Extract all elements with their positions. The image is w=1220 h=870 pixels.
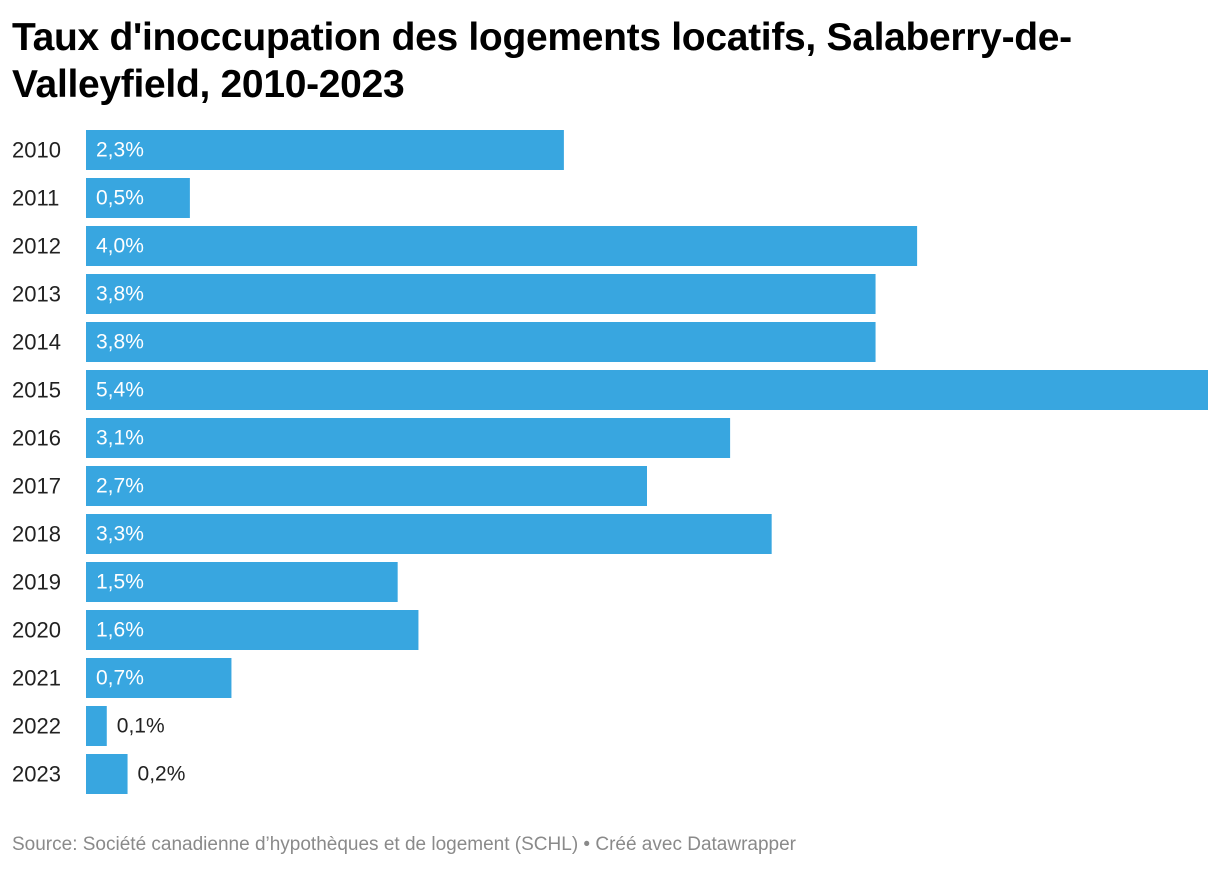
category-label-2012: 2012 (12, 234, 61, 259)
bar-2011 (86, 178, 190, 218)
category-label-2016: 2016 (12, 426, 61, 451)
category-label-2017: 2017 (12, 474, 61, 499)
value-label-2023: 0,2% (138, 763, 186, 786)
value-label-2020: 1,6% (96, 619, 144, 642)
value-label-2012: 4,0% (96, 235, 144, 258)
chart-title: Taux d'inoccupation des logements locati… (12, 16, 1072, 106)
bar-2022 (86, 706, 107, 746)
bar-2010 (86, 130, 564, 170)
category-label-2020: 2020 (12, 618, 61, 643)
category-label-2023: 2023 (12, 762, 61, 787)
category-label-2011: 2011 (12, 186, 59, 211)
value-label-2013: 3,8% (96, 283, 144, 306)
bar-2023 (86, 754, 128, 794)
bar-2012 (86, 226, 918, 266)
value-label-2011: 0,5% (96, 187, 144, 210)
bar-2018 (86, 514, 772, 554)
value-label-2016: 3,1% (96, 427, 144, 450)
value-label-2018: 3,3% (96, 523, 144, 546)
value-label-2021: 0,7% (96, 667, 144, 690)
value-label-2019: 1,5% (96, 571, 144, 594)
category-label-2014: 2014 (12, 330, 61, 355)
bar-2020 (86, 610, 419, 650)
source-note: Source: Société canadienne d’hypothèques… (12, 834, 797, 855)
value-label-2022: 0,1% (117, 715, 165, 738)
category-label-2010: 2010 (12, 138, 61, 163)
value-label-2014: 3,8% (96, 331, 144, 354)
category-label-2021: 2021 (12, 666, 61, 691)
bar-2021 (86, 658, 232, 698)
category-label-2018: 2018 (12, 522, 61, 547)
category-label-2019: 2019 (12, 570, 61, 595)
bar-2017 (86, 466, 647, 506)
value-label-2017: 2,7% (96, 475, 144, 498)
value-label-2015: 5,4% (96, 379, 144, 402)
bar-2019 (86, 562, 398, 602)
category-label-2013: 2013 (12, 282, 61, 307)
bar-2013 (86, 274, 876, 314)
bar-2016 (86, 418, 731, 458)
category-label-2022: 2022 (12, 714, 61, 739)
category-label-2015: 2015 (12, 378, 61, 403)
bar-2015 (86, 370, 1208, 410)
bar-2014 (86, 322, 876, 362)
value-label-2010: 2,3% (96, 139, 144, 162)
